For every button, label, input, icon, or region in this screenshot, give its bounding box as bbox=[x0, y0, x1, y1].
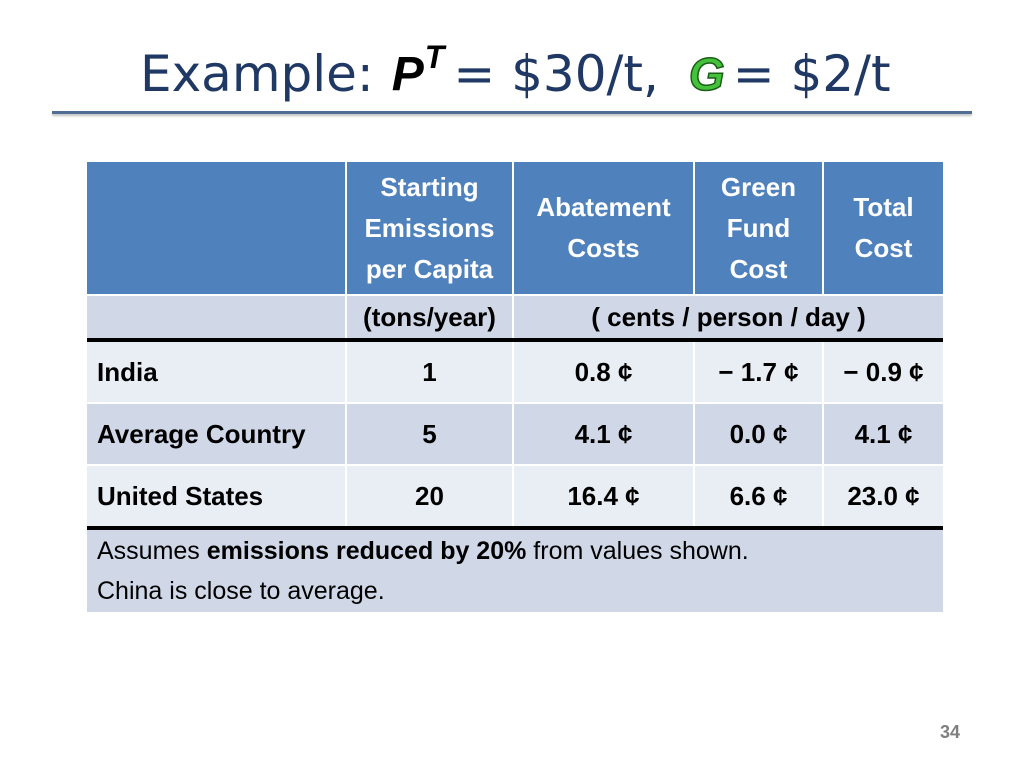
header-starting-emissions: Starting Emissions per Capita bbox=[345, 162, 513, 295]
cell-total: 23.0 ¢ bbox=[822, 464, 943, 530]
table-row: Average Country 5 4.1 ¢ 0.0 ¢ 4.1 ¢ bbox=[87, 402, 943, 465]
cell-abatement: 0.8 ¢ bbox=[512, 338, 694, 403]
g-symbol: G bbox=[688, 47, 725, 101]
header-green-fund-cost: Green Fund Cost bbox=[693, 162, 823, 295]
slide-title: Example: PT = $30/t, G = $2/t bbox=[140, 34, 891, 114]
note-cell: Assumes emissions reduced by 20% from va… bbox=[87, 528, 943, 612]
note-emphasis: emissions reduced by 20% bbox=[206, 537, 527, 565]
p-symbol-letter: P bbox=[391, 47, 425, 101]
cost-table: Starting Emissions per Capita Abatement … bbox=[87, 162, 943, 612]
row-label: India bbox=[87, 338, 346, 403]
row-label: United States bbox=[87, 464, 346, 530]
units-emissions: (tons/year) bbox=[345, 294, 513, 340]
cell-green-fund: − 1.7 ¢ bbox=[693, 338, 823, 403]
header-abatement-costs: Abatement Costs bbox=[512, 162, 694, 295]
header-blank bbox=[87, 162, 346, 295]
cell-green-fund: 0.0 ¢ bbox=[693, 402, 823, 465]
row-label: Average Country bbox=[87, 402, 346, 465]
title-equation-1: = $30/t, bbox=[453, 45, 659, 103]
title-equation-2: = $2/t bbox=[732, 45, 891, 103]
header-row: Starting Emissions per Capita Abatement … bbox=[87, 162, 943, 295]
note-suffix: from values shown. bbox=[526, 537, 749, 565]
units-cost: ( cents / person / day ) bbox=[512, 294, 943, 340]
cell-total: − 0.9 ¢ bbox=[822, 338, 943, 403]
page-number: 34 bbox=[940, 722, 961, 742]
table-row: India 1 0.8 ¢ − 1.7 ¢ − 0.9 ¢ bbox=[87, 338, 943, 403]
title-prefix: Example: bbox=[140, 45, 374, 103]
units-row: (tons/year) ( cents / person / day ) bbox=[87, 294, 943, 340]
note-line-2: China is close to average. bbox=[97, 577, 385, 605]
cell-abatement: 16.4 ¢ bbox=[512, 464, 694, 530]
table-row: United States 20 16.4 ¢ 6.6 ¢ 23.0 ¢ bbox=[87, 464, 943, 530]
cell-abatement: 4.1 ¢ bbox=[512, 402, 694, 465]
units-blank bbox=[87, 294, 346, 340]
cell-emissions: 20 bbox=[345, 464, 513, 530]
cell-green-fund: 6.6 ¢ bbox=[693, 464, 823, 530]
p-symbol: PT bbox=[391, 41, 446, 102]
cell-total: 4.1 ¢ bbox=[822, 402, 943, 465]
note-row: Assumes emissions reduced by 20% from va… bbox=[87, 528, 943, 612]
p-superscript: T bbox=[424, 38, 446, 75]
title-divider bbox=[52, 111, 972, 114]
header-total-cost: Total Cost bbox=[822, 162, 943, 295]
note-prefix: Assumes bbox=[97, 537, 207, 565]
cell-emissions: 5 bbox=[345, 402, 513, 465]
cell-emissions: 1 bbox=[345, 338, 513, 403]
